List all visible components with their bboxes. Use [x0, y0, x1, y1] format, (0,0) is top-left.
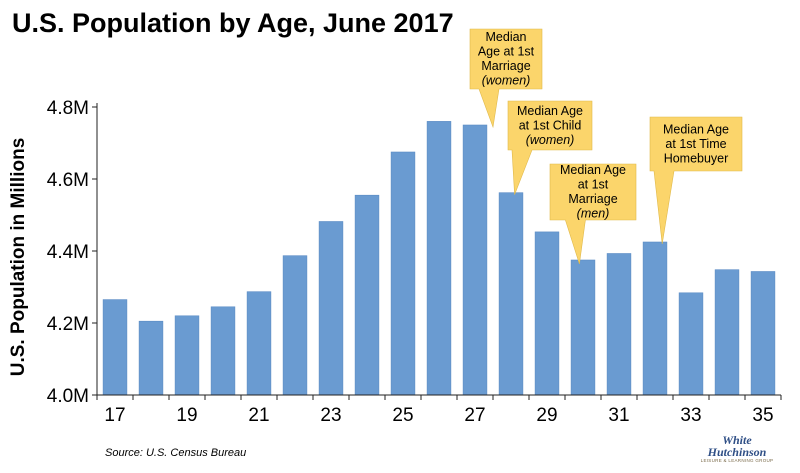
y-axis-ticks: 4.0M 4.2M 4.4M 4.6M 4.8M — [47, 98, 97, 407]
bars — [102, 121, 776, 396]
y-tick-label: 4.8M — [47, 98, 89, 119]
x-tick-label: 23 — [320, 405, 341, 426]
x-tick-label: 31 — [608, 405, 629, 426]
bar-age-35 — [750, 271, 776, 396]
x-tick-label: 19 — [176, 405, 197, 426]
callout-text-line: Median — [486, 30, 527, 44]
bar-age-21 — [246, 291, 272, 396]
bar-age-29 — [534, 231, 560, 396]
logo-line2: Hutchinson — [707, 445, 767, 459]
callout-text-line: at 1st — [578, 178, 609, 192]
x-tick-label: 33 — [680, 405, 701, 426]
bar-age-30 — [570, 259, 596, 396]
callout-box — [469, 28, 543, 129]
company-logo: White Hutchinson LEISURE & LEARNING GROU… — [701, 433, 774, 463]
bar-age-23 — [318, 221, 344, 396]
bar-age-25 — [390, 151, 416, 396]
bar-age-20 — [210, 306, 236, 396]
chart-title: U.S. Population by Age, June 2017 — [12, 8, 454, 38]
callout-text-line: Median Age — [663, 122, 729, 136]
callout-text-line: at 1st Time — [665, 137, 726, 151]
callout-text-line: at 1st Child — [519, 118, 582, 132]
callout-italic-line: (men) — [577, 207, 610, 221]
callout-text-line: Age at 1st — [478, 45, 535, 59]
callout-box — [507, 100, 593, 195]
bar-age-17 — [102, 299, 128, 396]
callout-box — [549, 163, 637, 265]
logo-line1: White — [722, 433, 752, 447]
bar-age-24 — [354, 194, 380, 396]
axes — [96, 103, 781, 396]
x-tick-label: 25 — [392, 405, 413, 426]
bar-age-18 — [138, 320, 164, 396]
callout-text-line: Median Age — [560, 163, 626, 177]
bar-age-34 — [714, 269, 740, 396]
x-tick-label: 27 — [464, 405, 485, 426]
callout-text-line: Median Age — [517, 104, 583, 118]
y-axis-label: U.S. Population in Millions — [8, 138, 29, 377]
logo-line3: LEISURE & LEARNING GROUP — [701, 458, 774, 463]
bar-age-27 — [462, 124, 488, 396]
bar-age-26 — [426, 121, 452, 396]
callout-text-line: Marriage — [481, 59, 530, 73]
y-tick-label: 4.6M — [47, 170, 89, 191]
x-tick-label: 29 — [536, 405, 557, 426]
callout-text-line: Homebuyer — [664, 151, 729, 165]
callout-italic-line: (women) — [526, 133, 575, 147]
bar-age-19 — [174, 315, 200, 396]
bar-age-32 — [642, 241, 668, 396]
source-note: Source: U.S. Census Bureau — [105, 447, 246, 459]
callout-text-line: Marriage — [568, 192, 617, 206]
x-tick-label: 17 — [104, 405, 125, 426]
x-tick-label: 35 — [752, 405, 773, 426]
callout-box — [649, 116, 743, 245]
x-tick-label: 21 — [248, 405, 269, 426]
y-tick-label: 4.2M — [47, 314, 89, 335]
y-tick-label: 4.4M — [47, 242, 89, 263]
callout-italic-line: (women) — [482, 74, 531, 88]
y-tick-label: 4.0M — [47, 386, 89, 407]
x-axis-ticks: 17 19 21 23 25 27 29 31 33 35 — [96, 395, 782, 426]
bar-age-33 — [678, 292, 704, 396]
bar-age-31 — [606, 253, 632, 396]
bar-age-22 — [282, 255, 308, 396]
bar-age-28 — [498, 192, 524, 396]
